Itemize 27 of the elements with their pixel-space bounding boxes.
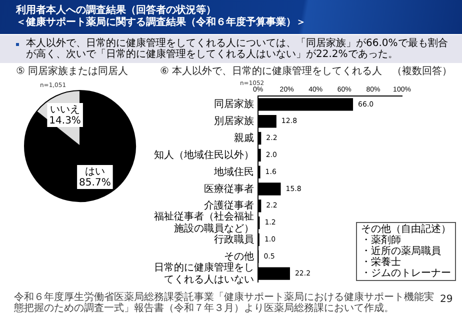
y-tick-label: 介護従事者 xyxy=(204,200,254,212)
y-tick-label: 日常的に健康管理をしてくれる人はいない xyxy=(154,261,254,286)
annotation: ・栄養士 xyxy=(361,257,402,268)
slice-label: いいえ xyxy=(50,104,80,116)
text: 29 xyxy=(440,294,453,305)
y-tick-label: 同居家族 xyxy=(214,98,254,110)
annotation: その他（自由記述） xyxy=(361,224,451,235)
annotation: ・近所の薬局職員 xyxy=(361,246,442,257)
chart-title: ⑥ 本人以外で、日常的に健康管理をしてくれる人 （複数回答） xyxy=(160,66,452,78)
text: ＜健康サポート薬局に関する調査結果（令和６年度予算事業）＞ xyxy=(15,17,307,29)
annotation: ・ジムのトレーナー xyxy=(361,268,451,279)
y-tick-label: 親戚 xyxy=(234,132,254,144)
data-label: 14.3% xyxy=(49,116,81,127)
y-tick-label: 行政職員 xyxy=(214,233,254,246)
text: 令和６年度厚生労働省医薬局総務課委託事業「健康サポート薬局における健康サポート機能実態把握のための調査一式」報告書（令和７年３月）より医薬局総務課において作成。 xyxy=(14,292,434,314)
y-tick-label: 医療従事者 xyxy=(204,182,254,195)
y-tick-label: 地域住民 xyxy=(213,166,254,178)
slice-label: はい xyxy=(84,166,105,178)
y-tick-label: 知人（地域住民以外） xyxy=(154,148,254,161)
text: 利用者本人への調査結果（回答者の状況等） xyxy=(14,3,217,16)
y-tick-label: その他 xyxy=(224,250,254,262)
data-label: 85.7% xyxy=(79,178,111,189)
y-tick-label: 福祉従事者（社会福祉施設の職員など） xyxy=(154,210,254,235)
y-tick-label: 別居家族 xyxy=(214,115,254,128)
annotation: ・薬剤師 xyxy=(361,235,401,246)
text: 本人以外で、日常的に健康管理をしてくれる人については、「同居家族」が66.0%で最も割合が高く、次いで「日常的に健康管理をしてくれる人はいない」が22.2%であった。 xyxy=(0,35,462,60)
chart-title: ⑤ 同居家族または同居人 xyxy=(16,66,128,78)
